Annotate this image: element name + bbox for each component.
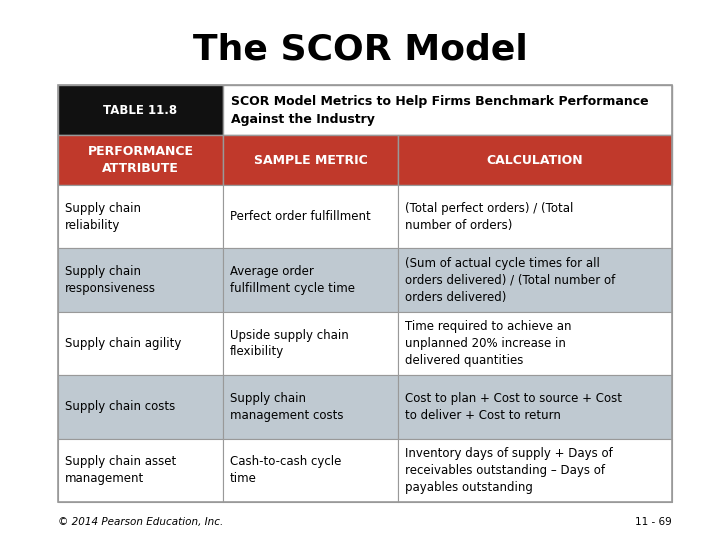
Text: Time required to achieve an
unplanned 20% increase in
delivered quantities: Time required to achieve an unplanned 20… [405, 320, 572, 367]
Bar [398, 312, 672, 375]
Bar [223, 438, 398, 502]
Bar [223, 135, 398, 185]
Text: SAMPLE METRIC: SAMPLE METRIC [253, 153, 367, 166]
Text: (Total perfect orders) / (Total
number of orders): (Total perfect orders) / (Total number o… [405, 202, 573, 232]
Bar [398, 248, 672, 312]
Text: Supply chain asset
management: Supply chain asset management [65, 455, 176, 485]
Text: Supply chain
reliability: Supply chain reliability [65, 202, 141, 232]
Bar [58, 312, 223, 375]
Text: Perfect order fulfillment: Perfect order fulfillment [230, 210, 371, 223]
Text: Supply chain
management costs: Supply chain management costs [230, 392, 343, 422]
Bar [58, 185, 223, 248]
Text: (Sum of actual cycle times for all
orders delivered) / (Total number of
orders d: (Sum of actual cycle times for all order… [405, 256, 616, 303]
Bar [398, 438, 672, 502]
Bar [58, 248, 223, 312]
Bar [398, 135, 672, 185]
Bar [58, 135, 223, 185]
Text: The SCOR Model: The SCOR Model [193, 33, 527, 67]
Text: Supply chain agility: Supply chain agility [65, 337, 181, 350]
Text: Cash-to-cash cycle
time: Cash-to-cash cycle time [230, 455, 341, 485]
Text: Cost to plan + Cost to source + Cost
to deliver + Cost to return: Cost to plan + Cost to source + Cost to … [405, 392, 622, 422]
Text: PERFORMANCE
ATTRIBUTE: PERFORMANCE ATTRIBUTE [88, 145, 194, 175]
Text: Upside supply chain
flexibility: Upside supply chain flexibility [230, 328, 348, 359]
Bar [398, 375, 672, 438]
Text: TABLE 11.8: TABLE 11.8 [104, 104, 178, 117]
Bar [223, 185, 398, 248]
Bar [58, 85, 672, 502]
Bar [223, 375, 398, 438]
Text: © 2014 Pearson Education, Inc.: © 2014 Pearson Education, Inc. [58, 517, 223, 527]
Bar [58, 375, 223, 438]
Text: CALCULATION: CALCULATION [487, 153, 583, 166]
Bar [58, 85, 223, 135]
Bar [223, 248, 398, 312]
Bar [58, 438, 223, 502]
Text: Supply chain costs: Supply chain costs [65, 400, 175, 414]
Text: Supply chain
responsiveness: Supply chain responsiveness [65, 265, 156, 295]
Text: Average order
fulfillment cycle time: Average order fulfillment cycle time [230, 265, 355, 295]
Text: SCOR Model Metrics to Help Firms Benchmark Performance
Against the Industry: SCOR Model Metrics to Help Firms Benchma… [231, 94, 649, 125]
Bar [223, 85, 672, 135]
Text: 11 - 69: 11 - 69 [635, 517, 672, 527]
Text: Inventory days of supply + Days of
receivables outstanding – Days of
payables ou: Inventory days of supply + Days of recei… [405, 447, 613, 494]
Bar [223, 312, 398, 375]
Bar [398, 185, 672, 248]
